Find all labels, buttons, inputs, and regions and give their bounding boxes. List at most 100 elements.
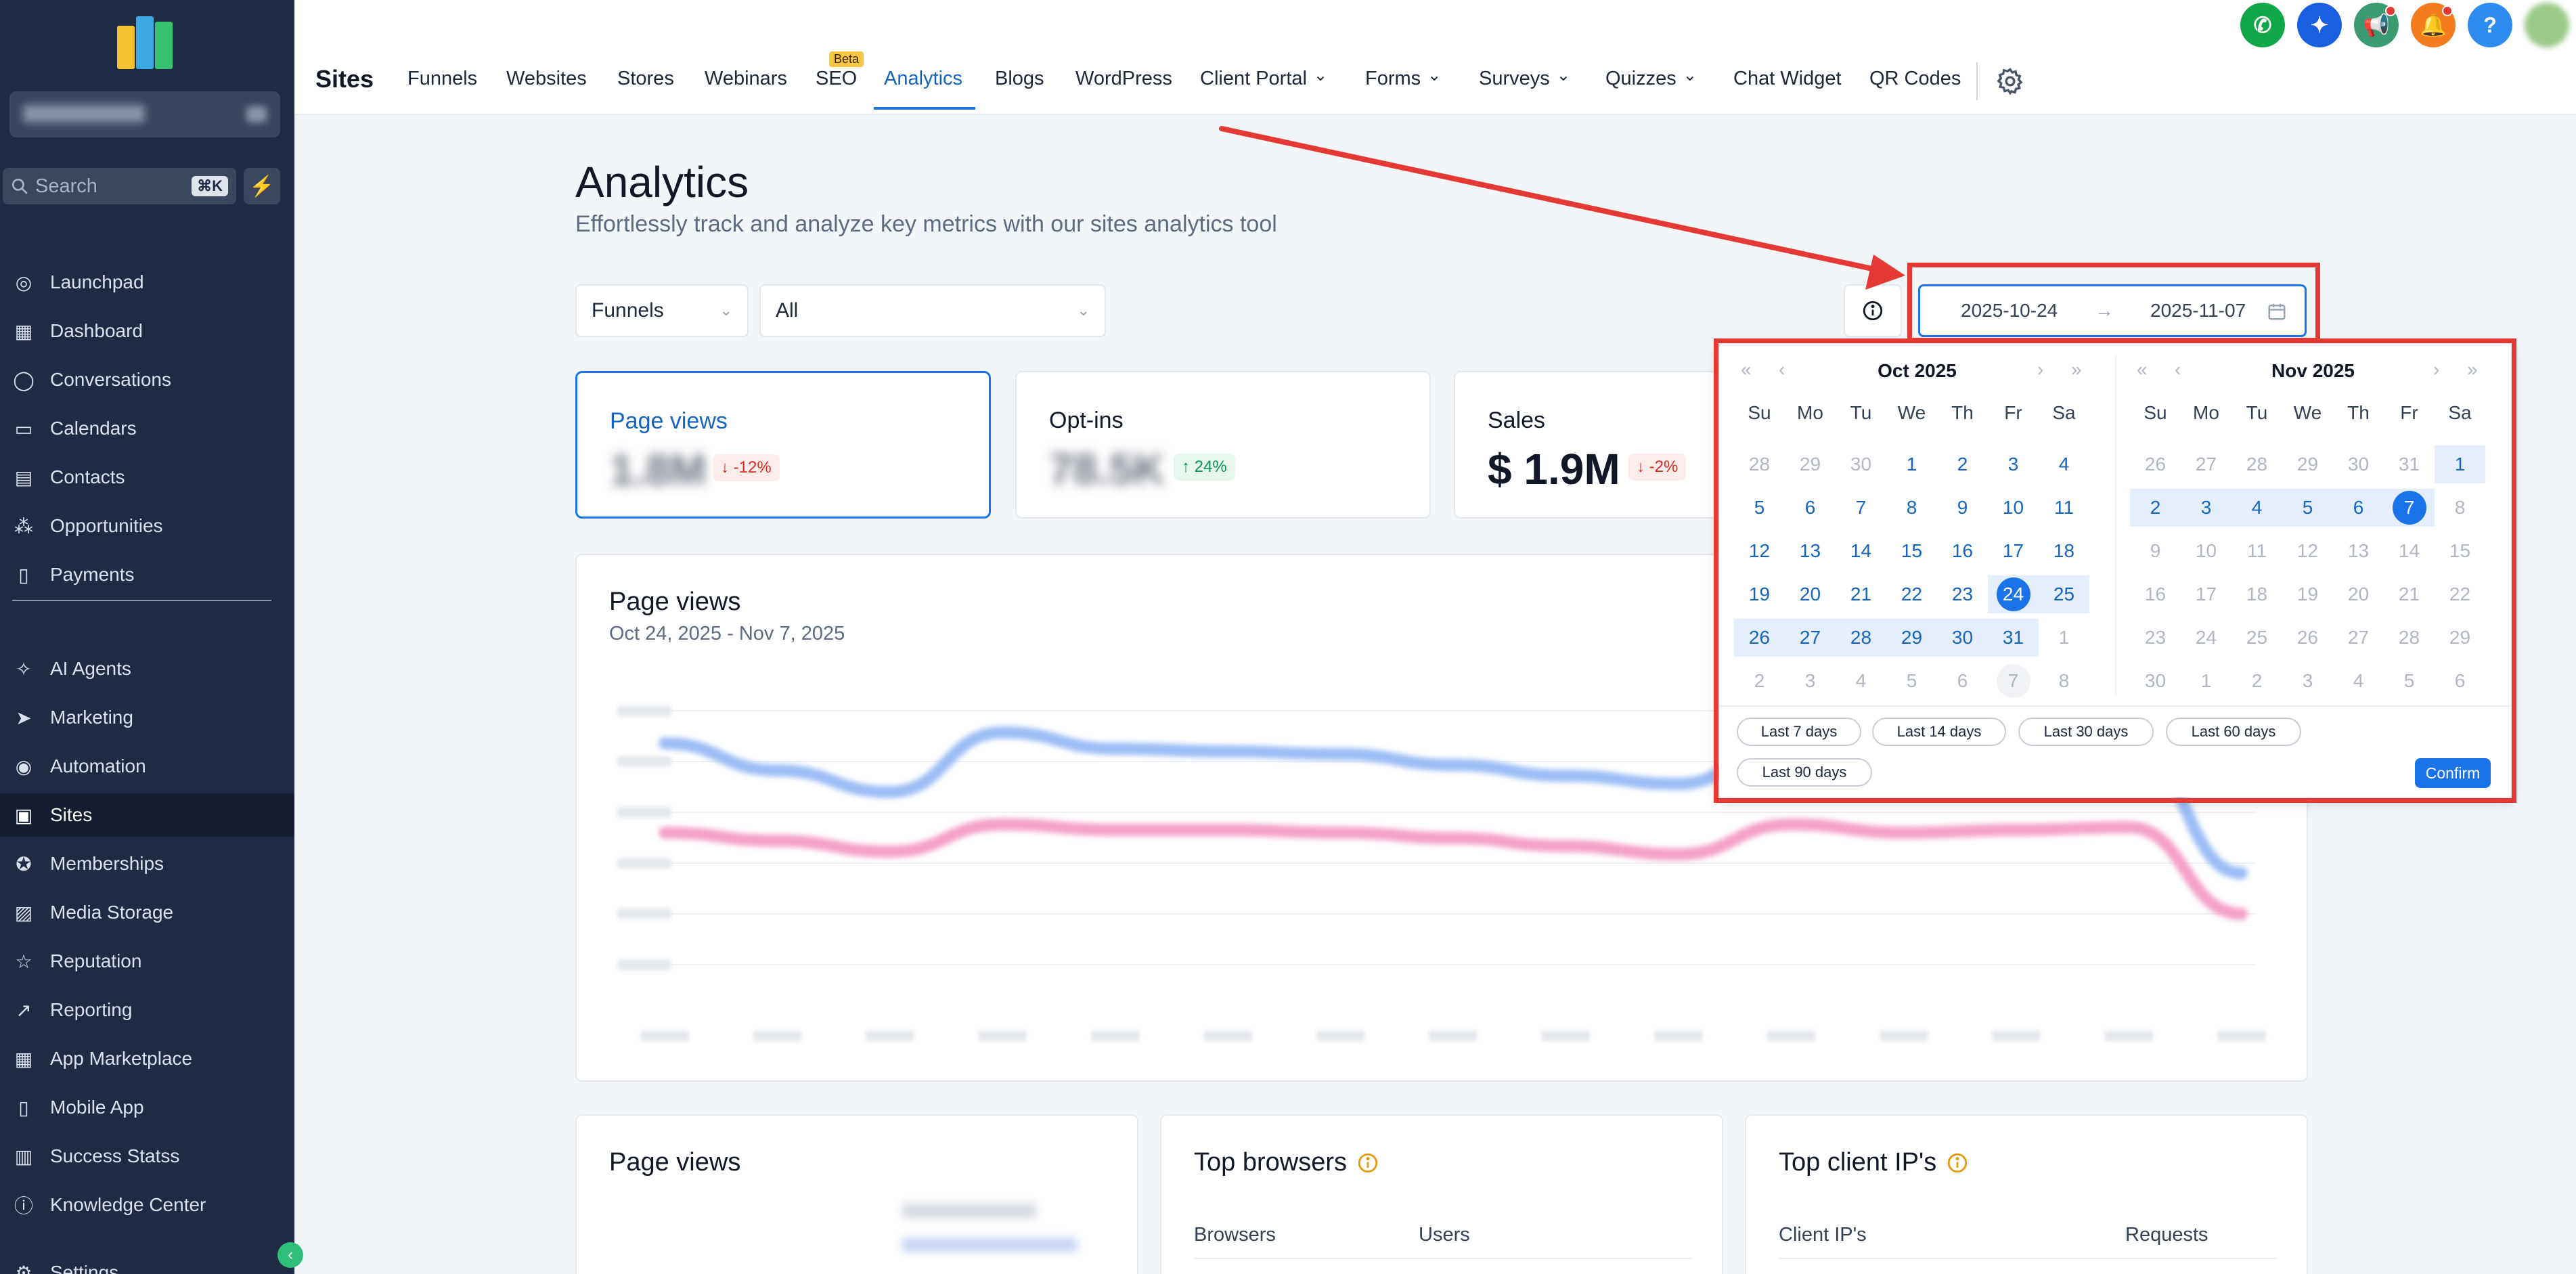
calendar-day[interactable]: 17 — [2181, 575, 2231, 613]
calendar-day[interactable]: 13 — [1785, 532, 1836, 570]
calendar-day[interactable]: 25 — [2231, 619, 2282, 657]
calendar-day[interactable]: 1 — [2435, 445, 2485, 483]
search-input[interactable]: Search ⌘K — [3, 168, 236, 204]
calendar-day[interactable]: 4 — [2231, 489, 2282, 527]
tab-analytics[interactable]: Analytics — [884, 68, 962, 90]
calendar-day[interactable]: 21 — [1836, 575, 1886, 613]
account-switcher[interactable] — [9, 91, 280, 137]
calendar-day[interactable]: 5 — [2282, 489, 2333, 527]
tab-wordpress[interactable]: WordPress — [1075, 68, 1172, 90]
calendar-day[interactable]: 16 — [2130, 575, 2181, 613]
calendar-day[interactable]: 2 — [2130, 489, 2181, 527]
calendar-day[interactable]: 19 — [2282, 575, 2333, 613]
calendar-day[interactable]: 29 — [2282, 445, 2333, 483]
calendar-day[interactable]: 3 — [2282, 662, 2333, 700]
calendar-day[interactable]: 11 — [2231, 532, 2282, 570]
calendar-day[interactable]: 29 — [1886, 619, 1937, 657]
calendar-day[interactable]: 4 — [2333, 662, 2384, 700]
prev-month-icon[interactable]: ‹ — [2175, 359, 2181, 380]
calendar-day[interactable]: 3 — [2181, 489, 2231, 527]
sidebar-item-launchpad[interactable]: ◎ Launchpad — [0, 261, 294, 304]
sidebar-item-opportunities[interactable]: ⁂ Opportunities — [0, 504, 294, 548]
calendar-day[interactable]: 22 — [1886, 575, 1937, 613]
sidebar-item-conversations[interactable]: ◯ Conversations — [0, 358, 294, 401]
calendar-day[interactable]: 8 — [2039, 662, 2089, 700]
sidebar-item-media-storage[interactable]: ▨ Media Storage — [0, 891, 294, 934]
announcements-button[interactable]: 📢 — [2354, 3, 2399, 47]
calendar-day[interactable]: 6 — [1785, 489, 1836, 527]
user-avatar[interactable] — [2525, 3, 2569, 47]
sidebar-item-app-marketplace[interactable]: ▦ App Marketplace — [0, 1037, 294, 1080]
calendar-day[interactable]: 16 — [1937, 532, 1988, 570]
prev-month-icon[interactable]: ‹ — [1779, 359, 1785, 380]
calendar-day[interactable]: 31 — [1988, 619, 2039, 657]
metric-card-page-views[interactable]: Page views 1.8M ↓ -12% — [575, 371, 991, 519]
calendar-day[interactable]: 24 — [2181, 619, 2231, 657]
calendar-day[interactable]: 13 — [2333, 532, 2384, 570]
tab-client-portal[interactable]: Client Portal ⌄ — [1200, 66, 1327, 90]
calendar-day[interactable]: 28 — [1836, 619, 1886, 657]
calendar-day[interactable]: 2 — [1937, 445, 1988, 483]
ai-assist-button[interactable]: ✦ — [2297, 3, 2342, 47]
preset-last-60-days[interactable]: Last 60 days — [2166, 718, 2301, 746]
calendar-day[interactable]: 12 — [1734, 532, 1785, 570]
tab-qr-codes[interactable]: QR Codes — [1869, 68, 1961, 90]
sidebar-item-marketing[interactable]: ➤ Marketing — [0, 696, 294, 739]
sidebar-item-sites[interactable]: ▣ Sites — [0, 793, 294, 837]
calendar-day[interactable]: 7 — [2384, 489, 2435, 527]
calendar-day[interactable]: 20 — [1785, 575, 1836, 613]
metric-card-opt-ins[interactable]: Opt-ins 78.5K ↑ 24% — [1015, 371, 1431, 519]
calendar-day[interactable]: 20 — [2333, 575, 2384, 613]
preset-last-30-days[interactable]: Last 30 days — [2018, 718, 2154, 746]
next-month-icon[interactable]: › — [2433, 359, 2440, 380]
phone-button[interactable]: ✆ — [2240, 3, 2285, 47]
calendar-day[interactable]: 26 — [2282, 619, 2333, 657]
calendar-day[interactable]: 29 — [1785, 445, 1836, 483]
calendar-day[interactable]: 25 — [2039, 575, 2089, 613]
calendar-day[interactable]: 1 — [2181, 662, 2231, 700]
calendar-day[interactable]: 8 — [1886, 489, 1937, 527]
calendar-day[interactable]: 23 — [2130, 619, 2181, 657]
metric-card-sales[interactable]: Sales $ 1.9M ↓ -2% — [1454, 371, 1738, 519]
tab-blogs[interactable]: Blogs — [995, 68, 1044, 90]
scope-select[interactable]: All ⌄ — [759, 284, 1106, 337]
next-month-icon[interactable]: › — [2037, 359, 2044, 380]
calendar-day[interactable]: 30 — [2130, 662, 2181, 700]
sidebar-item-success-statss[interactable]: ▥ Success Statss — [0, 1135, 294, 1178]
tab-forms[interactable]: Forms ⌄ — [1365, 66, 1441, 90]
calendar-day[interactable]: 30 — [1836, 445, 1886, 483]
info-button[interactable] — [1844, 284, 1902, 337]
calendar-day[interactable]: 28 — [2231, 445, 2282, 483]
calendar-day[interactable]: 31 — [2384, 445, 2435, 483]
calendar-day[interactable]: 9 — [2130, 532, 2181, 570]
calendar-day[interactable]: 4 — [1836, 662, 1886, 700]
calendar-day[interactable]: 10 — [1988, 489, 2039, 527]
calendar-day[interactable]: 15 — [1886, 532, 1937, 570]
tab-quizzes[interactable]: Quizzes ⌄ — [1605, 66, 1697, 90]
sidebar-item-knowledge-center[interactable]: ⓘ Knowledge Center — [0, 1183, 294, 1227]
calendar-day[interactable]: 10 — [2181, 532, 2231, 570]
sidebar-item-calendars[interactable]: ▭ Calendars — [0, 407, 294, 450]
calendar-day[interactable]: 1 — [2039, 619, 2089, 657]
calendar-day[interactable]: 26 — [1734, 619, 1785, 657]
calendar-day[interactable]: 7 — [1836, 489, 1886, 527]
start-date-input[interactable]: 2025-10-24 — [1961, 300, 2058, 321]
tab-webinars[interactable]: Webinars — [705, 68, 787, 90]
calendar-day[interactable]: 29 — [2435, 619, 2485, 657]
sidebar-item-memberships[interactable]: ✪ Memberships — [0, 842, 294, 885]
preset-last-7-days[interactable]: Last 7 days — [1737, 718, 1861, 746]
calendar-day[interactable]: 14 — [1836, 532, 1886, 570]
tab-websites[interactable]: Websites — [506, 68, 587, 90]
calendar-day[interactable]: 6 — [2435, 662, 2485, 700]
calendar-day[interactable]: 21 — [2384, 575, 2435, 613]
calendar-day[interactable]: 5 — [2384, 662, 2435, 700]
sidebar-item-ai-agents[interactable]: ✧ AI Agents — [0, 647, 294, 690]
calendar-day[interactable]: 24 — [1988, 575, 2039, 613]
end-date-input[interactable]: 2025-11-07 — [2150, 300, 2246, 321]
info-icon[interactable] — [1946, 1151, 1969, 1174]
calendar-day[interactable]: 27 — [1785, 619, 1836, 657]
sidebar-item-settings[interactable]: ⚙ Settings — [0, 1251, 294, 1274]
sidebar-collapse-button[interactable]: ‹ — [277, 1242, 303, 1268]
calendar-day[interactable]: 4 — [2039, 445, 2089, 483]
sidebar-item-dashboard[interactable]: ▦ Dashboard — [0, 309, 294, 353]
